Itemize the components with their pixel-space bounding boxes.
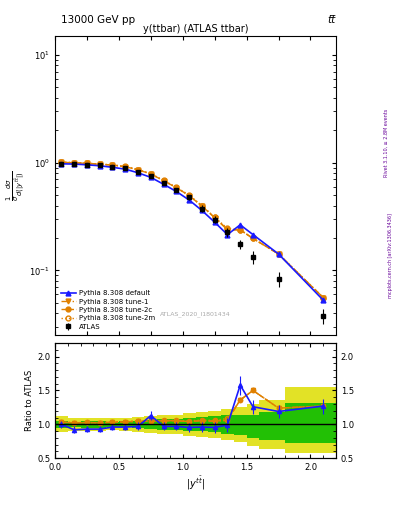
Pythia 8.308 default xyxy=(72,161,77,167)
Pythia 8.308 default xyxy=(97,163,102,169)
Line: Pythia 8.308 tune-2m: Pythia 8.308 tune-2m xyxy=(59,160,326,300)
Pythia 8.308 default xyxy=(238,222,242,228)
Pythia 8.308 tune-2m xyxy=(84,160,89,166)
Pythia 8.308 tune-1 xyxy=(84,160,89,166)
Pythia 8.308 default xyxy=(174,188,179,195)
Pythia 8.308 tune-2m xyxy=(97,161,102,167)
Pythia 8.308 tune-2m xyxy=(161,177,166,183)
Pythia 8.308 default xyxy=(161,181,166,187)
Y-axis label: $\frac{1}{\sigma}\frac{d\sigma}{d(|y^{t\bar{t}}|)}$: $\frac{1}{\sigma}\frac{d\sigma}{d(|y^{t\… xyxy=(4,170,27,201)
Pythia 8.308 tune-2m xyxy=(212,214,217,220)
Pythia 8.308 tune-1 xyxy=(174,185,179,191)
Pythia 8.308 default xyxy=(212,219,217,225)
Pythia 8.308 tune-1 xyxy=(276,251,281,257)
Line: Pythia 8.308 tune-1: Pythia 8.308 tune-1 xyxy=(59,160,326,300)
Pythia 8.308 default xyxy=(123,166,128,172)
Pythia 8.308 default xyxy=(59,161,64,167)
Pythia 8.308 tune-2m xyxy=(238,227,242,233)
Text: Rivet 3.1.10, ≥ 2.8M events: Rivet 3.1.10, ≥ 2.8M events xyxy=(384,109,388,178)
Pythia 8.308 tune-1 xyxy=(251,236,255,242)
Line: Pythia 8.308 default: Pythia 8.308 default xyxy=(59,161,326,303)
Pythia 8.308 tune-2m xyxy=(321,294,326,301)
Y-axis label: Ratio to ATLAS: Ratio to ATLAS xyxy=(25,370,34,431)
Pythia 8.308 tune-1 xyxy=(149,171,153,177)
Pythia 8.308 tune-1 xyxy=(97,161,102,167)
Pythia 8.308 tune-2m xyxy=(136,166,140,173)
Pythia 8.308 tune-2c xyxy=(238,227,242,233)
Pythia 8.308 tune-2m xyxy=(72,159,77,165)
Pythia 8.308 tune-2c xyxy=(212,215,217,221)
Pythia 8.308 tune-2c xyxy=(174,185,179,191)
Pythia 8.308 default xyxy=(251,231,255,238)
Pythia 8.308 tune-2c xyxy=(84,160,89,166)
X-axis label: $|y^{t\bar{t}}|$: $|y^{t\bar{t}}|$ xyxy=(186,475,205,492)
Pythia 8.308 default xyxy=(110,164,115,170)
Pythia 8.308 tune-2m xyxy=(251,236,255,242)
Pythia 8.308 tune-2c xyxy=(72,160,77,166)
Pythia 8.308 tune-2m xyxy=(123,163,128,169)
Pythia 8.308 default xyxy=(187,197,191,203)
Pythia 8.308 tune-1 xyxy=(200,203,204,209)
Text: ATLAS_2020_I1801434: ATLAS_2020_I1801434 xyxy=(160,312,231,317)
Pythia 8.308 tune-1 xyxy=(161,178,166,184)
Pythia 8.308 tune-1 xyxy=(225,227,230,233)
Pythia 8.308 tune-2c xyxy=(187,193,191,199)
Pythia 8.308 tune-2m xyxy=(59,159,64,165)
Pythia 8.308 tune-1 xyxy=(321,294,326,301)
Text: mcplots.cern.ch [arXiv:1306.3436]: mcplots.cern.ch [arXiv:1306.3436] xyxy=(388,214,393,298)
Pythia 8.308 default xyxy=(149,174,153,180)
Pythia 8.308 tune-2c xyxy=(161,178,166,184)
Pythia 8.308 tune-2m xyxy=(276,251,281,257)
Pythia 8.308 tune-2m xyxy=(200,202,204,208)
Text: tt̅: tt̅ xyxy=(328,14,336,25)
Pythia 8.308 tune-2c xyxy=(200,203,204,209)
Pythia 8.308 tune-1 xyxy=(238,227,242,233)
Pythia 8.308 tune-2m xyxy=(225,225,230,231)
Pythia 8.308 default xyxy=(84,162,89,168)
Pythia 8.308 tune-2m xyxy=(187,192,191,198)
Legend: Pythia 8.308 default, Pythia 8.308 tune-1, Pythia 8.308 tune-2c, Pythia 8.308 tu: Pythia 8.308 default, Pythia 8.308 tune-… xyxy=(59,288,158,332)
Pythia 8.308 tune-1 xyxy=(212,215,217,221)
Pythia 8.308 default xyxy=(321,297,326,303)
Pythia 8.308 default xyxy=(276,251,281,257)
Pythia 8.308 tune-1 xyxy=(136,167,140,173)
Pythia 8.308 tune-1 xyxy=(123,164,128,170)
Pythia 8.308 tune-2c xyxy=(149,171,153,177)
Pythia 8.308 tune-2c xyxy=(123,163,128,169)
Pythia 8.308 default xyxy=(136,169,140,176)
Pythia 8.308 tune-2c xyxy=(321,294,326,301)
Pythia 8.308 tune-2m xyxy=(110,162,115,168)
Pythia 8.308 default xyxy=(225,231,230,238)
Pythia 8.308 tune-2c xyxy=(136,167,140,173)
Pythia 8.308 tune-2m xyxy=(174,184,179,190)
Pythia 8.308 tune-2c xyxy=(97,161,102,167)
Pythia 8.308 tune-2c xyxy=(276,251,281,257)
Title: y(ttbar) (ATLAS ttbar): y(ttbar) (ATLAS ttbar) xyxy=(143,24,248,34)
Pythia 8.308 tune-2c xyxy=(225,226,230,232)
Line: Pythia 8.308 tune-2c: Pythia 8.308 tune-2c xyxy=(59,160,326,300)
Pythia 8.308 tune-2m xyxy=(149,170,153,177)
Pythia 8.308 tune-2c xyxy=(59,159,64,165)
Pythia 8.308 tune-1 xyxy=(59,159,64,165)
Pythia 8.308 tune-2c xyxy=(251,236,255,242)
Pythia 8.308 default xyxy=(200,207,204,214)
Pythia 8.308 tune-1 xyxy=(110,162,115,168)
Pythia 8.308 tune-1 xyxy=(187,193,191,199)
Text: 13000 GeV pp: 13000 GeV pp xyxy=(61,14,135,25)
Pythia 8.308 tune-1 xyxy=(72,160,77,166)
Pythia 8.308 tune-2c xyxy=(110,162,115,168)
